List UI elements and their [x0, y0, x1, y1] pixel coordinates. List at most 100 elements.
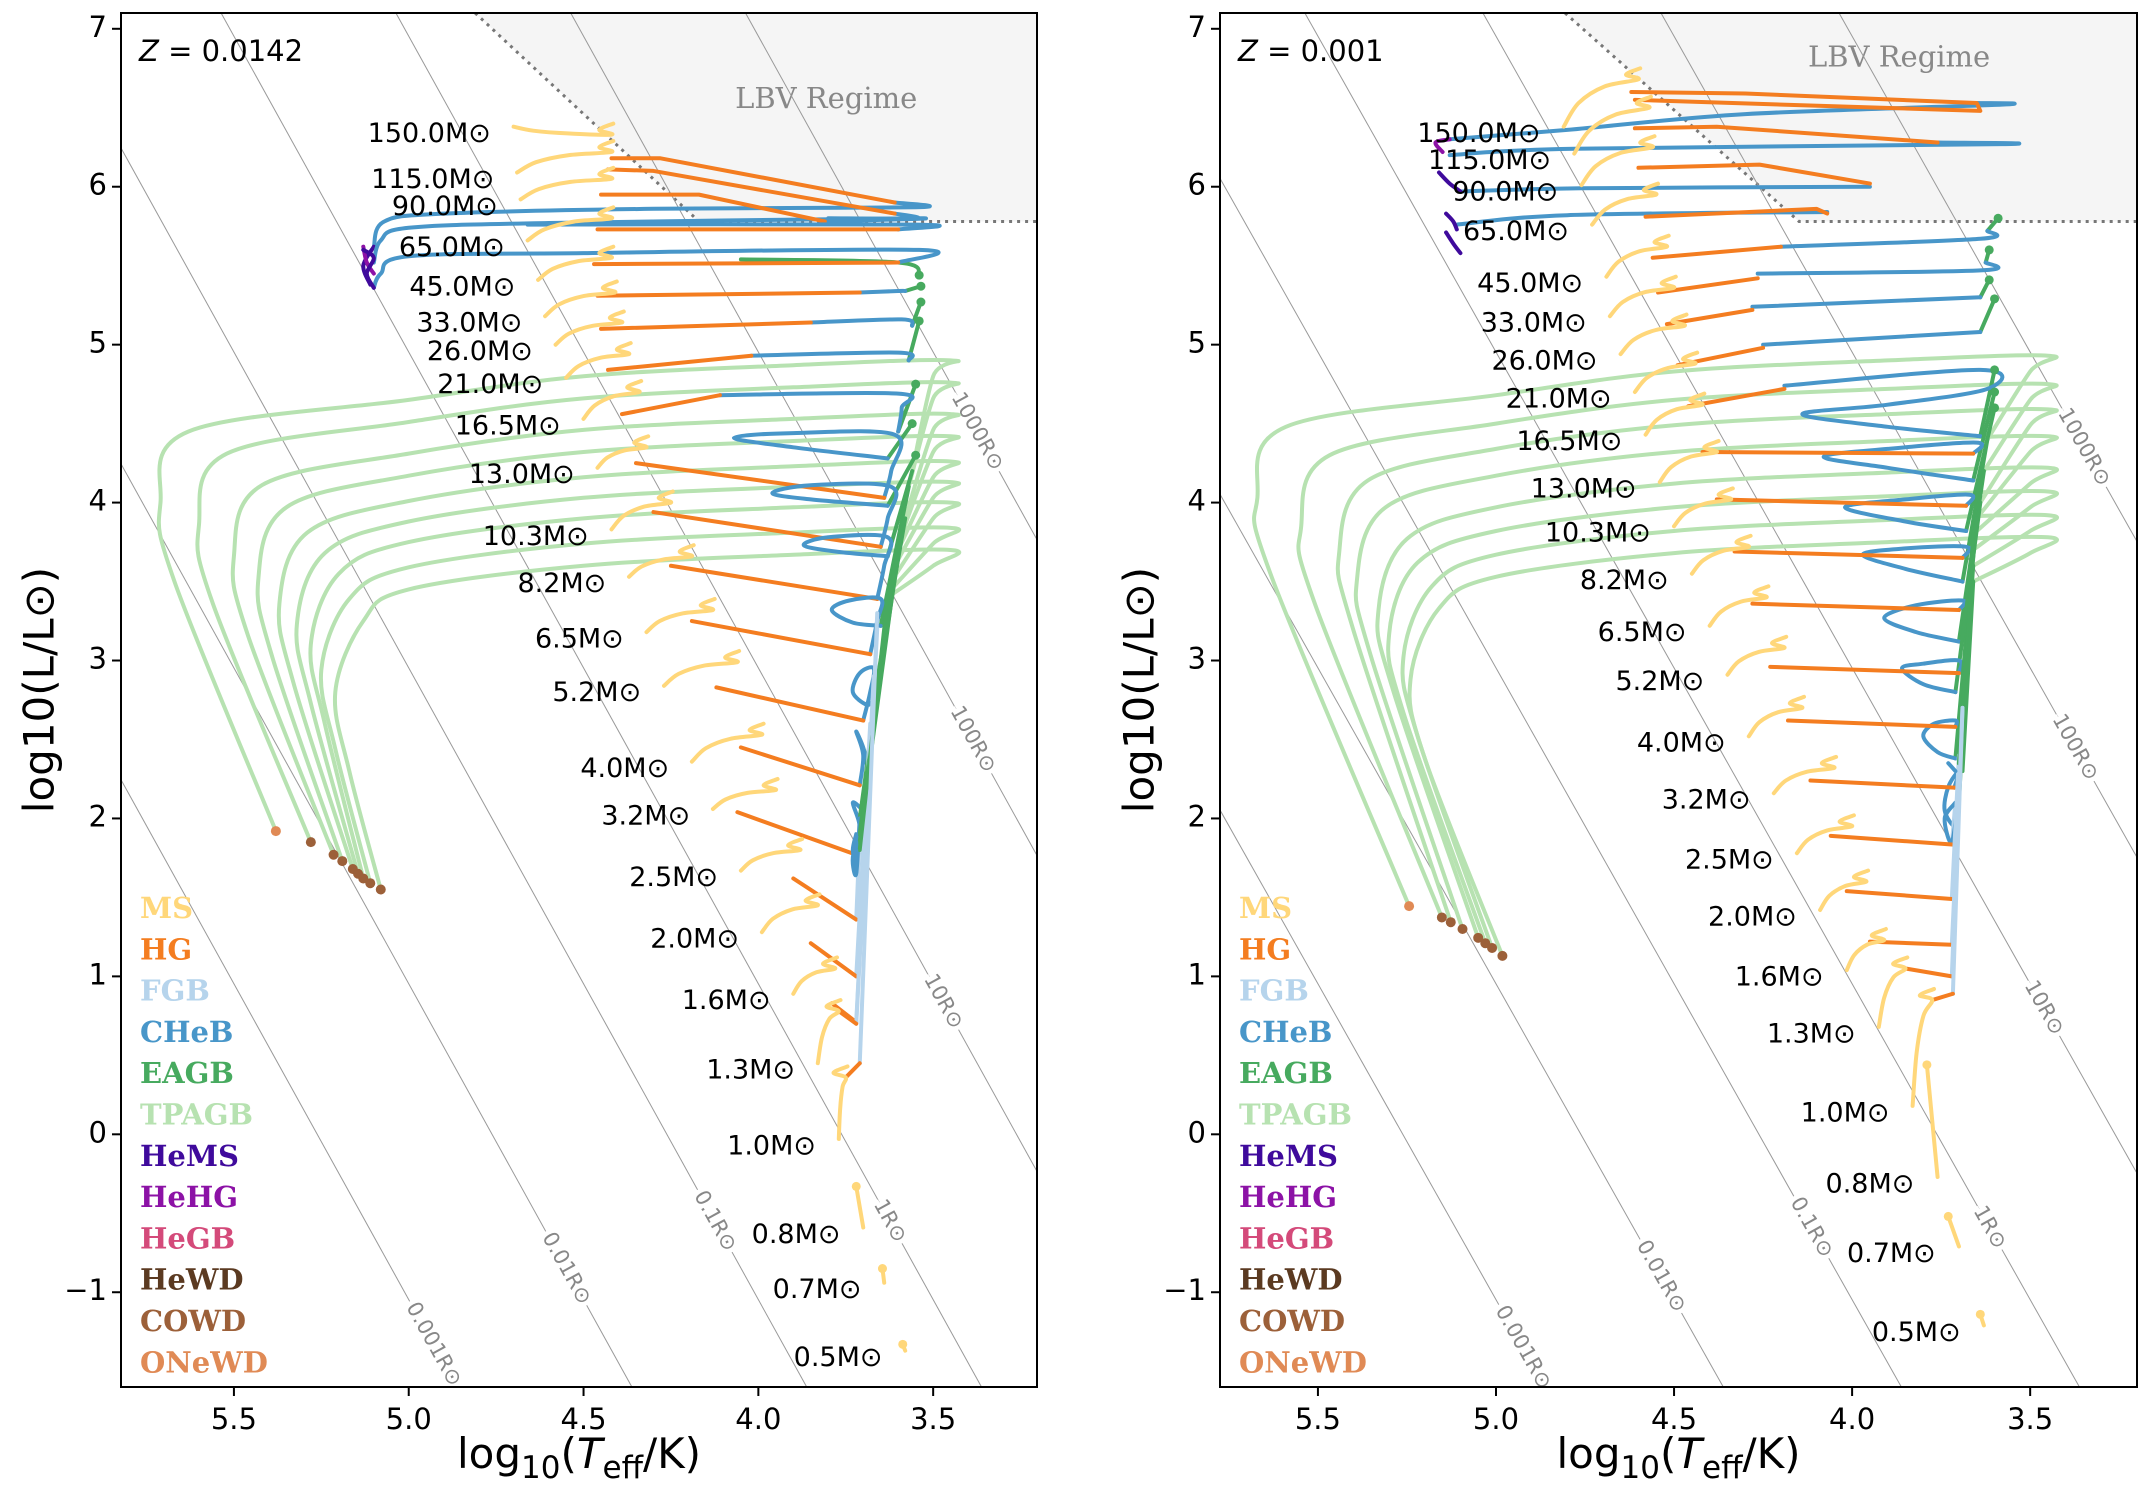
mass-label: 21.0M⊙ [437, 369, 543, 400]
mass-label: 0.7M⊙ [1847, 1238, 1936, 1269]
track-hg [1714, 497, 1969, 508]
mass-label: 1.3M⊙ [1767, 1018, 1856, 1049]
radius-line [1482, 13, 2137, 1174]
track-hg [668, 563, 880, 601]
text-span: log [457, 1429, 521, 1478]
track-cheb [717, 390, 915, 434]
track-cheb [1860, 544, 1972, 584]
mass-label: 115.0M⊙ [371, 164, 494, 195]
y-tick-label: 3 [89, 642, 107, 676]
y-tick-label: 1 [89, 957, 107, 991]
remnant-cowd-marker [365, 878, 376, 889]
legend-item-fgb: FGB [140, 974, 210, 1008]
track-cheb [1843, 492, 1976, 533]
track-ms [1794, 813, 1856, 856]
text-span: /K) [1742, 1429, 1800, 1478]
eagb-end-marker [916, 281, 926, 291]
legend-item-hg: HG [140, 932, 192, 966]
mass-label: 0.7M⊙ [773, 1274, 862, 1305]
track-hg [1700, 450, 1976, 456]
text-span: /K) [643, 1429, 701, 1478]
track-ms [662, 649, 742, 688]
mass-label: 8.2M⊙ [1580, 565, 1669, 596]
panel-left: LBV Regime1000R⊙100R⊙10R⊙1R⊙0.1R⊙0.01R⊙0… [15, 10, 1038, 1486]
track-hg [1768, 664, 1961, 676]
remnant-cowd-marker [1487, 942, 1498, 953]
track-ms [1561, 66, 1643, 129]
mass-label: 33.0M⊙ [1481, 308, 1587, 339]
text-span: = 0.0142 [159, 34, 303, 68]
track-hg [714, 685, 866, 723]
ms-end-marker [898, 1339, 908, 1349]
y-tick-label: 3 [1188, 642, 1206, 676]
mass-labels: 150.0M⊙ 115.0M⊙90.0M⊙ 65.0M⊙ 45.0M⊙ 33.0M⊙26… [368, 118, 883, 1373]
text-span: ( [560, 1429, 576, 1478]
track-hg [1930, 991, 1955, 1003]
lbv-region [475, 13, 1037, 222]
remnant-onewd-marker [1404, 901, 1415, 912]
y-axis-label: log10(L/L⊙) [1115, 567, 1164, 813]
legend-item-hewd: HeWD [140, 1263, 244, 1297]
legend-item-hehg: HeHG [1239, 1180, 1337, 1214]
mass-label: 16.5M⊙ [455, 410, 561, 441]
eagb-end-marker [1993, 213, 2003, 223]
mass-label: 2.5M⊙ [1685, 845, 1774, 876]
track-cheb [1900, 658, 1964, 695]
track-ms [1590, 181, 1660, 227]
track-hg [836, 1009, 859, 1026]
track-cheb [801, 532, 894, 601]
track-ms [1818, 868, 1871, 912]
mass-label: 3.2M⊙ [1662, 785, 1751, 816]
mass-label: 0.5M⊙ [794, 1342, 883, 1373]
mass-label: 21.0M⊙ [1506, 383, 1612, 414]
radius-line [1220, 493, 1724, 1387]
track-tpagb [332, 547, 962, 892]
track-hg [791, 876, 859, 922]
legend-item-hems: HeMS [140, 1139, 239, 1173]
y-tick-label: 1 [1188, 957, 1206, 991]
track-hg [651, 510, 883, 549]
mass-label: 90.0M⊙ [392, 191, 498, 222]
ms-end-marker [877, 1264, 887, 1274]
track-tpagb [1335, 406, 2059, 925]
track-hg [633, 461, 887, 500]
radius-label: 0.1R⊙ [689, 1186, 742, 1255]
track-ms [536, 244, 616, 282]
eagb-end-marker [1984, 275, 1994, 285]
track-ms [689, 721, 766, 764]
metallicity-label: Z = 0.0142 [138, 34, 303, 68]
text-span: = 0.001 [1258, 34, 1384, 68]
track-tpagb [255, 433, 961, 864]
track-cheb [731, 429, 904, 500]
radius-label: 100R⊙ [946, 702, 1002, 777]
track-hg [1656, 276, 1760, 295]
track-ms [854, 1184, 866, 1230]
track-hg [1786, 718, 1958, 729]
track-cheb [1447, 101, 2017, 142]
eagb-end-marker [1990, 403, 2000, 413]
radius-label: 1000R⊙ [2053, 404, 2116, 490]
track-cheb [854, 729, 869, 788]
radius-line [745, 13, 1037, 540]
track-ms [543, 279, 619, 319]
mass-label: 26.0M⊙ [427, 336, 533, 367]
text-span: 10 [1621, 1450, 1660, 1486]
y-tick-label: 4 [1188, 484, 1206, 518]
mass-label: 150.0M⊙ [368, 118, 491, 149]
track-cheb [1750, 295, 1983, 309]
track-ms [553, 309, 626, 347]
track-tpagb [156, 357, 961, 834]
radius-line [121, 779, 458, 1387]
eagb-end-marker [907, 419, 917, 429]
radius-line [395, 13, 1037, 1172]
legend-item-tpagb: TPAGB [140, 1098, 253, 1132]
ms-end-marker [1975, 1309, 1985, 1319]
y-tick-label: 6 [1188, 168, 1206, 202]
y-axis-label: log10(L/L⊙) [15, 567, 64, 813]
track-ms [1657, 439, 1721, 485]
track-hg [599, 192, 827, 224]
mass-label: 2.5M⊙ [629, 862, 718, 893]
y-tick-label: 2 [89, 799, 107, 833]
mass-label: 13.0M⊙ [469, 459, 575, 490]
